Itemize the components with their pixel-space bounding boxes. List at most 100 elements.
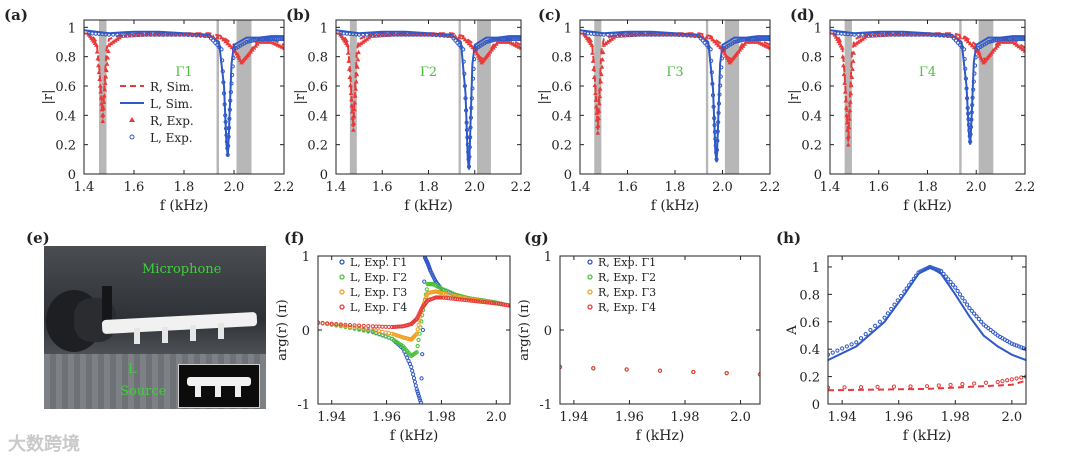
data-point-r-exp- xyxy=(965,39,971,44)
data-point-l-exp- xyxy=(709,70,714,75)
data-point-l-exp- xyxy=(269,36,274,42)
data-point-r-exp- xyxy=(219,35,224,40)
l-label: L xyxy=(128,362,137,377)
data-point-l-exp- xyxy=(518,36,521,42)
data-point-l-exp-4 xyxy=(453,296,458,302)
data-point-l-exp-4 xyxy=(443,295,449,301)
data-point-r-exp- xyxy=(96,62,101,68)
legend-swatch xyxy=(587,274,593,280)
data-point-r-exp- xyxy=(908,384,913,389)
data-point-l-exp-4 xyxy=(498,302,503,307)
legend-label: L, Sim. xyxy=(150,97,193,111)
data-point-l-exp- xyxy=(895,298,900,303)
data-point-l-exp- xyxy=(613,32,618,37)
data-point-r-exp- xyxy=(842,80,847,85)
data-point-l-exp- xyxy=(898,293,904,299)
data-point-r-exp- xyxy=(101,105,106,111)
data-point-r-exp- xyxy=(599,71,604,77)
data-point-l-exp- xyxy=(488,38,493,44)
data-point-l-exp- xyxy=(873,323,878,328)
data-point-r-exp- xyxy=(850,66,855,71)
data-point-l-exp-3 xyxy=(441,291,446,296)
data-point-l-exp- xyxy=(876,32,881,37)
data-point-r-exp- xyxy=(1020,46,1025,52)
data-point-r-exp- xyxy=(617,33,622,38)
data-point-l-exp- xyxy=(990,38,995,44)
data-point-l-exp- xyxy=(190,33,195,38)
data-point-l-exp- xyxy=(462,83,468,89)
waveguide-tube xyxy=(101,311,258,335)
data-point-l-exp- xyxy=(969,308,974,313)
data-point-l-exp-3 xyxy=(439,290,444,296)
data-point-l-exp- xyxy=(228,98,233,103)
data-point-l-exp- xyxy=(758,36,763,42)
sample-stub xyxy=(235,385,241,397)
data-point-l-exp- xyxy=(969,117,974,122)
data-point-r-exp- xyxy=(355,64,360,69)
data-point-l-exp- xyxy=(718,83,723,88)
data-point-l-exp-3 xyxy=(416,322,421,328)
data-point-r-exp- xyxy=(862,35,867,40)
data-point-l-exp- xyxy=(717,92,722,97)
data-point-l-exp- xyxy=(913,32,918,37)
data-point-l-exp-3 xyxy=(380,329,385,334)
data-point-r-exp- xyxy=(1014,376,1019,381)
resonance-band xyxy=(458,20,461,174)
data-point-l-exp- xyxy=(605,32,610,37)
data-point-l-exp- xyxy=(462,71,467,76)
data-point-r-exp- xyxy=(840,54,846,59)
data-point-l-exp- xyxy=(360,32,366,37)
data-point-r-exp- xyxy=(94,42,99,47)
axes-frame xyxy=(827,255,1027,405)
data-point-l-exp- xyxy=(854,340,859,345)
data-point-r-exp- xyxy=(227,42,233,48)
data-point-l-exp- xyxy=(966,122,972,127)
data-point-l-exp- xyxy=(713,143,718,148)
data-point-r-exp- xyxy=(593,104,599,109)
data-point-l-exp-1 xyxy=(417,395,422,401)
data-point-r-exp- xyxy=(714,40,719,46)
data-point-l-exp- xyxy=(740,37,745,43)
data-point-l-exp- xyxy=(939,268,944,274)
data-point-l-exp- xyxy=(963,76,968,81)
data-point-l-exp- xyxy=(971,87,976,92)
data-point-l-exp- xyxy=(403,32,408,37)
data-point-l-exp- xyxy=(653,32,658,37)
data-point-l-exp- xyxy=(901,32,906,37)
data-point-l-exp- xyxy=(226,143,231,148)
y-tick-label: 0.8 xyxy=(551,51,572,66)
data-point-r-exp- xyxy=(102,86,108,92)
data-point-l-exp-3 xyxy=(386,330,391,336)
x-tick-label: 1.94 xyxy=(317,410,346,425)
data-point-l-exp-2 xyxy=(414,350,419,355)
data-point-r-exp- xyxy=(841,62,846,68)
data-point-r-exp-4 xyxy=(691,369,696,375)
data-point-l-exp- xyxy=(905,32,910,37)
legend-swatch xyxy=(129,134,135,140)
data-point-r-exp- xyxy=(605,39,611,44)
data-point-r-exp- xyxy=(592,82,598,88)
data-point-l-exp- xyxy=(719,65,724,70)
data-point-r-exp- xyxy=(594,110,599,115)
data-point-l-exp- xyxy=(177,32,182,37)
data-point-l-exp- xyxy=(248,38,253,44)
data-point-l-exp- xyxy=(911,276,916,281)
data-point-l-exp- xyxy=(230,64,235,69)
data-point-r-exp- xyxy=(372,33,377,38)
data-point-l-exp-4 xyxy=(501,302,506,307)
x-axis-label: f (kHz) xyxy=(160,198,209,214)
legend-label: L, Exp. Γ3 xyxy=(350,286,407,299)
data-point-r-exp- xyxy=(104,67,109,73)
data-point-r-exp- xyxy=(460,35,466,40)
data-point-l-exp- xyxy=(884,32,889,37)
data-point-l-exp- xyxy=(254,37,260,42)
data-point-r-exp- xyxy=(842,385,847,390)
y-tick-label: 0.4 xyxy=(307,109,328,124)
data-point-l-exp-4 xyxy=(343,322,348,327)
data-point-r-exp- xyxy=(102,93,107,98)
data-point-l-exp- xyxy=(198,33,203,38)
resonance-band xyxy=(844,20,852,174)
data-point-l-exp-2 xyxy=(424,287,429,292)
data-point-r-exp- xyxy=(112,38,118,43)
data-point-l-exp- xyxy=(499,36,504,42)
